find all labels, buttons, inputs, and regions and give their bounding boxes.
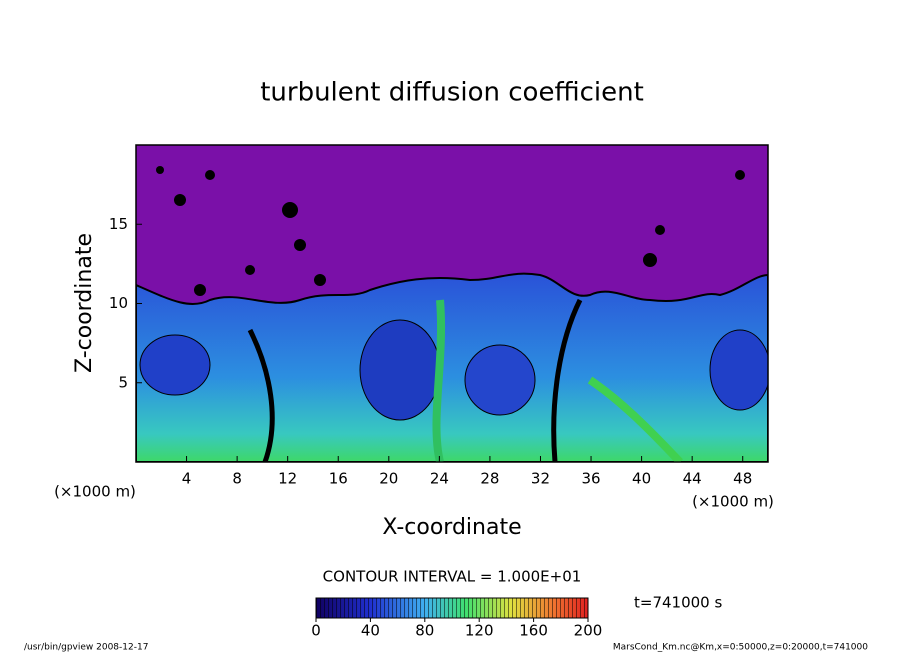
colorbar-tick-label: 0	[311, 622, 321, 640]
x-tick-label: 48	[733, 470, 752, 488]
x-unit-right: (×1000 m)	[692, 493, 774, 511]
x-tick-label: 24	[430, 470, 449, 488]
footer-right: MarsCond_Km.nc@Km,x=0:50000,z=0:20000,t=…	[613, 643, 868, 653]
time-label: t=741000 s	[634, 594, 722, 612]
x-unit-left: (×1000 m)	[54, 483, 136, 501]
footer-left: /usr/bin/gpview 2008-12-17	[24, 643, 148, 653]
contour-interval: CONTOUR INTERVAL = 1.000E+01	[323, 568, 582, 586]
x-tick-label: 40	[632, 470, 651, 488]
x-tick-label: 36	[581, 470, 600, 488]
x-tick-label: 44	[683, 470, 702, 488]
colorbar-frame	[315, 597, 589, 619]
x-tick-label: 28	[480, 470, 499, 488]
x-tick-label: 32	[531, 470, 550, 488]
colorbar-tick-label: 120	[465, 622, 494, 640]
x-tick-label: 4	[182, 470, 192, 488]
x-axis-label: X-coordinate	[382, 515, 521, 540]
y-tick-label: 10	[109, 294, 128, 312]
x-tick-label: 8	[232, 470, 242, 488]
chart-title: turbulent diffusion coefficient	[260, 78, 644, 108]
colorbar-tick-label: 200	[574, 622, 603, 640]
y-axis-label: Z-coordinate	[72, 233, 97, 373]
contour-field	[136, 145, 768, 462]
y-tick-label: 15	[109, 215, 128, 233]
y-tick-label: 5	[118, 373, 128, 391]
colorbar-tick-label: 80	[415, 622, 434, 640]
x-tick-label: 16	[329, 470, 348, 488]
colorbar-tick-label: 160	[519, 622, 548, 640]
x-tick-label: 12	[278, 470, 297, 488]
colorbar-tick-label: 40	[361, 622, 380, 640]
x-tick-label: 20	[379, 470, 398, 488]
